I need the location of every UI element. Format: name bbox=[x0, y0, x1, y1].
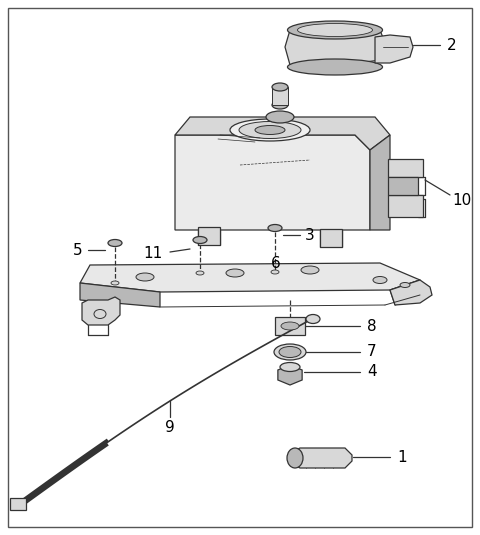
Ellipse shape bbox=[280, 363, 300, 371]
Polygon shape bbox=[80, 283, 160, 307]
Bar bbox=[320, 229, 342, 247]
Polygon shape bbox=[82, 297, 120, 325]
Ellipse shape bbox=[230, 119, 310, 141]
Text: 9: 9 bbox=[165, 419, 175, 434]
Polygon shape bbox=[175, 117, 390, 150]
Text: 3: 3 bbox=[305, 227, 315, 242]
Ellipse shape bbox=[274, 344, 306, 360]
Text: 10: 10 bbox=[452, 193, 472, 208]
Ellipse shape bbox=[301, 266, 319, 274]
Ellipse shape bbox=[196, 271, 204, 275]
Polygon shape bbox=[390, 280, 432, 305]
Text: 4: 4 bbox=[367, 364, 377, 379]
Bar bbox=[388, 195, 423, 217]
Ellipse shape bbox=[268, 225, 282, 232]
Ellipse shape bbox=[281, 322, 299, 330]
Ellipse shape bbox=[373, 277, 387, 284]
Text: 2: 2 bbox=[447, 37, 457, 52]
Ellipse shape bbox=[272, 101, 288, 109]
Ellipse shape bbox=[111, 281, 119, 285]
Ellipse shape bbox=[306, 315, 320, 324]
Ellipse shape bbox=[287, 448, 303, 468]
Ellipse shape bbox=[272, 83, 288, 91]
Ellipse shape bbox=[255, 126, 285, 134]
Ellipse shape bbox=[266, 111, 294, 123]
Polygon shape bbox=[175, 135, 370, 230]
Ellipse shape bbox=[298, 24, 372, 36]
Polygon shape bbox=[390, 280, 420, 305]
Bar bbox=[388, 159, 423, 177]
Polygon shape bbox=[370, 135, 390, 230]
Text: 8: 8 bbox=[367, 318, 377, 333]
Ellipse shape bbox=[271, 270, 279, 274]
Polygon shape bbox=[375, 35, 413, 63]
Text: 7: 7 bbox=[367, 345, 377, 360]
Ellipse shape bbox=[288, 21, 383, 39]
Ellipse shape bbox=[226, 269, 244, 277]
Text: 5: 5 bbox=[73, 242, 83, 257]
Polygon shape bbox=[285, 25, 385, 67]
Ellipse shape bbox=[288, 59, 383, 75]
Text: 6: 6 bbox=[271, 256, 281, 271]
Polygon shape bbox=[80, 263, 420, 292]
Ellipse shape bbox=[239, 121, 301, 139]
Ellipse shape bbox=[279, 347, 301, 357]
Ellipse shape bbox=[108, 240, 122, 247]
Text: 1: 1 bbox=[397, 449, 407, 464]
Ellipse shape bbox=[400, 282, 410, 287]
Bar bbox=[10, 498, 26, 510]
Polygon shape bbox=[278, 365, 302, 385]
Bar bbox=[275, 317, 305, 335]
Bar bbox=[198, 227, 220, 245]
Bar bbox=[272, 87, 288, 105]
Bar bbox=[388, 177, 418, 195]
Ellipse shape bbox=[193, 236, 207, 243]
Polygon shape bbox=[290, 448, 352, 468]
Text: 11: 11 bbox=[144, 246, 163, 261]
Ellipse shape bbox=[136, 273, 154, 281]
